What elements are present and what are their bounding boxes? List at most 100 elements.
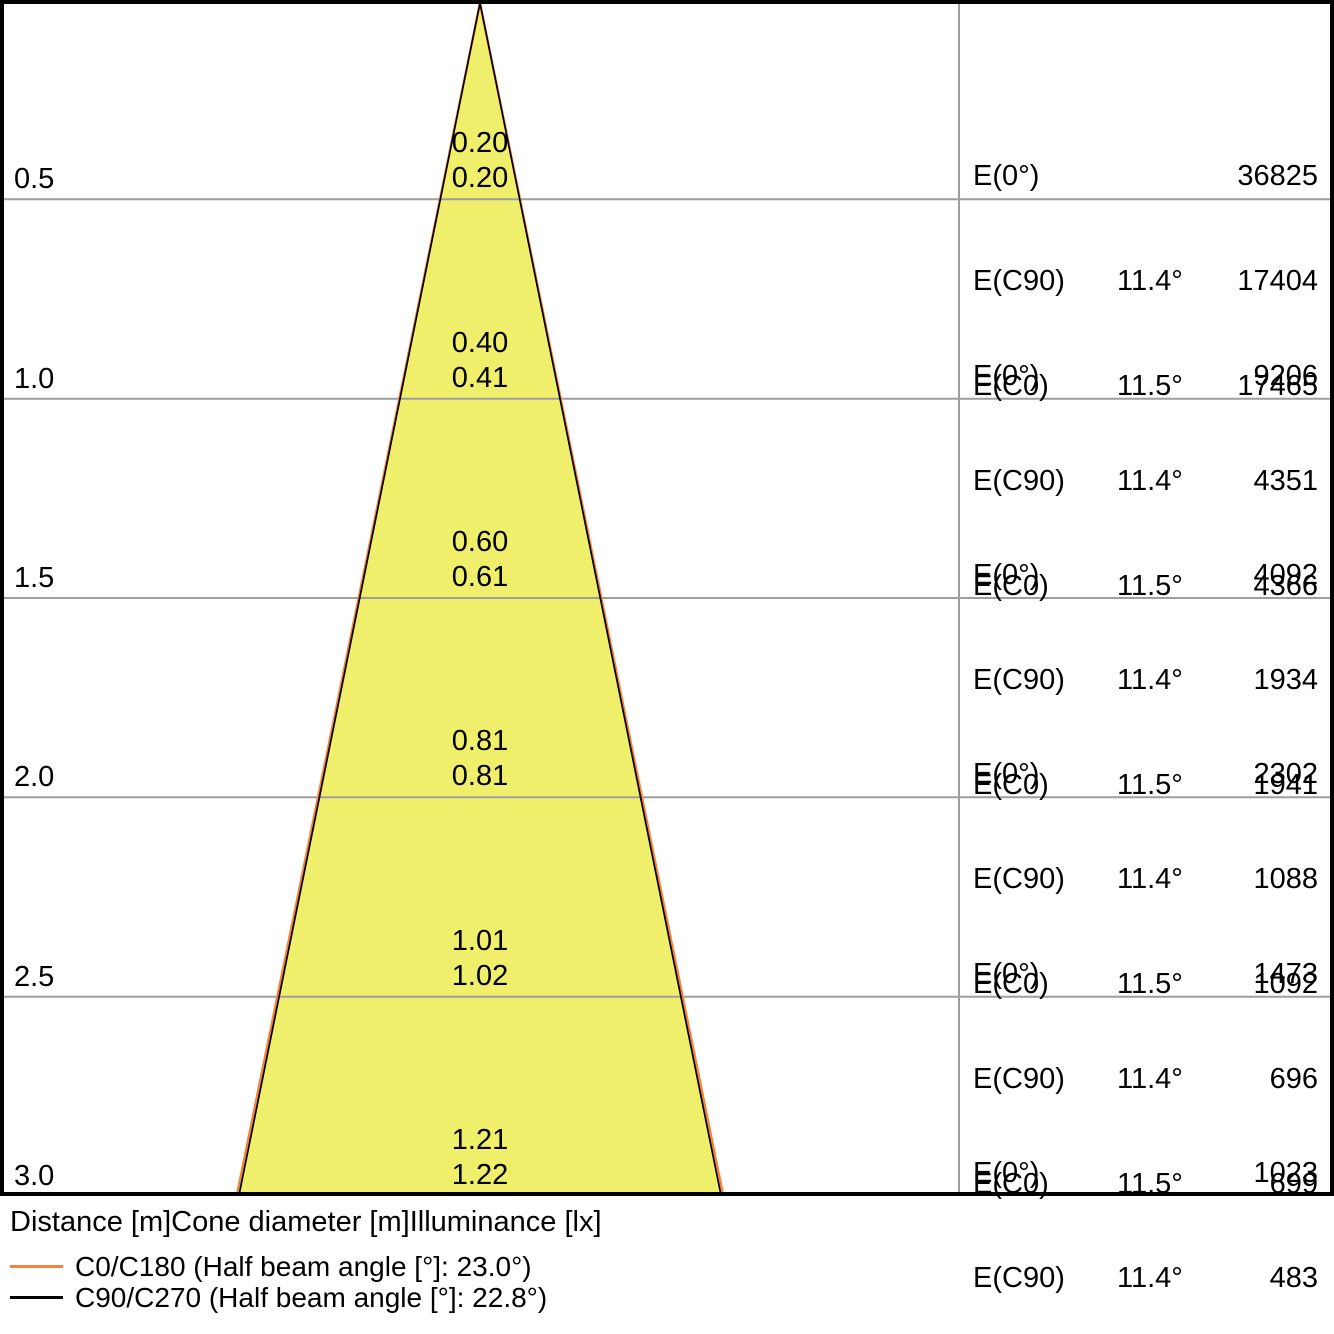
- distance-label: 3.0: [14, 1160, 55, 1192]
- ec0-angle: 11.5°: [1117, 968, 1183, 1000]
- ec90-angle: 11.4°: [1117, 1063, 1183, 1095]
- ec90-label: E(C90): [973, 863, 1065, 895]
- cone-diameter-c0: 0.20: [451, 162, 509, 194]
- legend-row-c0-c180: C0/C180 (Half beam angle [°]: 23.0°): [10, 1251, 547, 1282]
- ec0-value: 4366: [1253, 570, 1318, 602]
- cone-diameter-labels: 1.01 1.02: [330, 924, 630, 994]
- e0-label: E(0°): [973, 160, 1040, 192]
- cone-diameter-labels: 0.60 0.61: [330, 525, 630, 595]
- cone-diameter-labels: 1.21 1.22: [330, 1123, 630, 1193]
- illuminance-line-e0: E(0°) 1023: [973, 1156, 1318, 1191]
- e0-label: E(0°): [973, 559, 1040, 591]
- ec90-label: E(C90): [973, 265, 1065, 297]
- e0-value: 1023: [1253, 1157, 1318, 1189]
- ec0-value: 1092: [1253, 968, 1318, 1000]
- e0-value: 2302: [1253, 758, 1318, 790]
- ec90-angle: 11.4°: [1117, 465, 1183, 497]
- ec0-label: E(C0): [973, 570, 1049, 602]
- legend-label-c0-c180: C0/C180 (Half beam angle [°]: 23.0°): [75, 1250, 532, 1282]
- ec90-angle: 11.4°: [1117, 1262, 1183, 1294]
- legend-row-c90-c270: C90/C270 (Half beam angle [°]: 22.8°): [10, 1282, 547, 1313]
- distance-label: 0.5: [14, 163, 55, 195]
- ec0-angle: 11.5°: [1117, 370, 1183, 402]
- distance-label: 1.0: [14, 363, 55, 395]
- e0-value: 4092: [1253, 559, 1318, 591]
- cone-diameter-c90: 0.40: [451, 327, 509, 359]
- e0-value: 9206: [1253, 360, 1318, 392]
- e0-label: E(0°): [973, 1157, 1040, 1189]
- cone-diameter-c0: 0.41: [451, 362, 509, 394]
- ec0-label: E(C0): [973, 1168, 1049, 1200]
- legend-line-c90-c270: [10, 1296, 63, 1299]
- ec90-value: 1088: [1253, 863, 1318, 895]
- illuminance-block: E(0°) 9206 E(C90) 11.4° 4351 E(C0) 11.5° 4366: [973, 289, 1318, 674]
- ec0-value: 699: [1269, 1168, 1318, 1200]
- illuminance-line-e0: E(0°) 4092: [973, 558, 1318, 593]
- illuminance-line-ec0: E(C0) 11.5° 1092: [973, 967, 1318, 1002]
- ec90-angle: 11.4°: [1117, 265, 1183, 297]
- e0-label: E(0°): [973, 360, 1040, 392]
- illuminance-line-e0: E(0°) 36825: [973, 159, 1318, 194]
- ec90-label: E(C90): [973, 1262, 1065, 1294]
- cone-diameter-c0: 0.61: [451, 561, 509, 593]
- illuminance-block: E(0°) 4092 E(C90) 11.4° 1934 E(C0) 11.5° 1941: [973, 488, 1318, 873]
- columns-caption: Distance [m]Cone diameter [m]Illuminance…: [10, 1206, 602, 1238]
- illuminance-line-ec90: E(C90) 11.4° 17404: [973, 264, 1318, 299]
- ec0-angle: 11.5°: [1117, 570, 1183, 602]
- cone-diameter-labels: 0.81 0.81: [330, 724, 630, 794]
- legend: C0/C180 (Half beam angle [°]: 23.0°) C90…: [10, 1251, 547, 1313]
- distance-label: 2.0: [14, 761, 55, 793]
- diagram-border: [0, 0, 1334, 1196]
- ec90-value: 696: [1269, 1063, 1318, 1095]
- legend-label-c90-c270: C90/C270 (Half beam angle [°]: 22.8°): [75, 1281, 548, 1313]
- illuminance-line-ec0: E(C0) 11.5° 17465: [973, 369, 1318, 404]
- illuminance-line-e0: E(0°) 1473: [973, 957, 1318, 992]
- ec90-value: 4351: [1253, 465, 1318, 497]
- e0-label: E(0°): [973, 958, 1040, 990]
- illuminance-line-e0: E(0°) 9206: [973, 359, 1318, 394]
- illuminance-line-ec90: E(C90) 11.4° 483: [973, 1261, 1318, 1296]
- legend-line-c0-c180: [10, 1265, 63, 1268]
- cone-diameter-c0: 1.22: [451, 1159, 509, 1191]
- ec90-label: E(C90): [973, 1063, 1065, 1095]
- ec0-angle: 11.5°: [1117, 769, 1183, 801]
- cone-diameter-c90: 1.01: [451, 925, 509, 957]
- cone-diameter-c90: 1.21: [451, 1124, 509, 1156]
- e0-label: E(0°): [973, 758, 1040, 790]
- distance-label: 1.5: [14, 562, 55, 594]
- e0-value: 36825: [1237, 160, 1318, 192]
- cone-diameter-c90: 0.60: [451, 526, 509, 558]
- cone-plot-canvas: [0, 0, 1334, 1196]
- ec90-value: 483: [1269, 1262, 1318, 1294]
- ec90-angle: 11.4°: [1117, 863, 1183, 895]
- illuminance-block: E(0°) 36825 E(C90) 11.4° 17404 E(C0) 11.5° 17…: [973, 89, 1318, 474]
- cone-diameter-c0: 0.81: [451, 760, 509, 792]
- ec90-label: E(C90): [973, 664, 1065, 696]
- illuminance-block: E(0°) 2302 E(C90) 11.4° 1088 E(C0) 11.5° 1092: [973, 687, 1318, 1072]
- ec90-value: 17404: [1237, 265, 1318, 297]
- illuminance-line-ec90: E(C90) 11.4° 1934: [973, 663, 1318, 698]
- ec0-label: E(C0): [973, 370, 1049, 402]
- illuminance-line-e0: E(0°) 2302: [973, 757, 1318, 792]
- illuminance-line-ec0: E(C0) 11.5° 1941: [973, 768, 1318, 803]
- illuminance-line-ec90: E(C90) 11.4° 1088: [973, 862, 1318, 897]
- e0-value: 1473: [1253, 958, 1318, 990]
- cone-diameter-labels: 0.40 0.41: [330, 326, 630, 396]
- ec0-label: E(C0): [973, 769, 1049, 801]
- cone-diameter-c90: 0.20: [451, 127, 509, 159]
- illuminance-line-ec0: E(C0) 11.5° 4366: [973, 569, 1318, 604]
- ec0-label: E(C0): [973, 968, 1049, 1000]
- ec90-angle: 11.4°: [1117, 664, 1183, 696]
- ec0-value: 1941: [1253, 769, 1318, 801]
- ec0-value: 17465: [1237, 370, 1318, 402]
- distance-label: 2.5: [14, 961, 55, 993]
- cone-diameter-c90: 0.81: [451, 725, 509, 757]
- ec90-value: 1934: [1253, 664, 1318, 696]
- illuminance-line-ec90: E(C90) 11.4° 696: [973, 1062, 1318, 1097]
- illuminance-block: E(0°)1023 E(C90)11.4°483 E(C0)11.5°485: [973, 1086, 1318, 1334]
- cone-diameter-labels: 0.20 0.20: [330, 126, 630, 196]
- cone-diameter-c0: 1.02: [451, 960, 509, 992]
- illuminance-line-ec0: E(C0) 11.5° 699: [973, 1167, 1318, 1202]
- ec90-label: E(C90): [973, 465, 1065, 497]
